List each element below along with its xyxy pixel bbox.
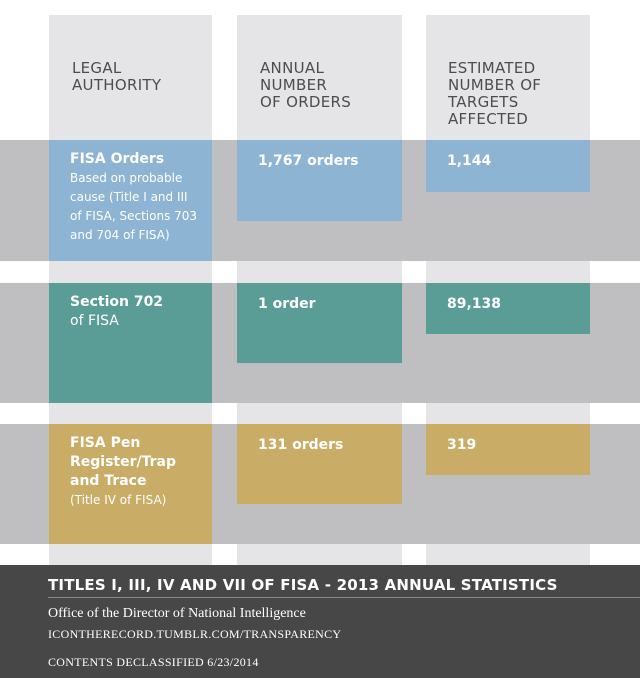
orders-value: 1 order (258, 296, 316, 312)
orders-cell-fisa-orders: 1,767 orders (237, 140, 402, 221)
header-estimated-targets-affected: ESTIMATED NUMBER OF TARGETS AFFECTED (448, 59, 542, 128)
legal-authority-subtitle: of FISA, Sections 703 (70, 209, 198, 223)
orders-cell-pen-register: 131 orders (237, 424, 402, 504)
orders-cell-section-702: 1 order (237, 283, 402, 363)
targets-value: 319 (447, 437, 477, 453)
targets-value: 1,144 (447, 153, 492, 169)
footer-office: Office of the Director of National Intel… (48, 606, 306, 621)
legal-authority-title: Section 702 (70, 294, 164, 310)
legal-authority-subtitle: Based on probable (70, 171, 183, 185)
legal-authority-title: Register/Trap (70, 454, 177, 470)
header-legal-authority: LEGAL AUTHORITY (72, 59, 162, 94)
targets-cell-section-702: 89,138 (426, 283, 590, 334)
orders-value: 1,767 orders (258, 153, 359, 169)
legal-authority-subtitle: of FISA (70, 313, 119, 329)
legal-authority-title: and Trace (70, 473, 147, 489)
footer-declassified: CONTENTS DECLASSIFIED 6/23/2014 (48, 655, 259, 669)
legal-authority-cell-fisa-orders: FISA Orders Based on probable cause (Tit… (49, 140, 212, 261)
targets-cell-pen-register: 319 (426, 424, 590, 475)
legal-authority-title: FISA Pen (70, 435, 141, 451)
legal-authority-subtitle: (Title IV of FISA) (70, 493, 167, 507)
legal-authority-title: FISA Orders (70, 151, 165, 167)
targets-cell-fisa-orders: 1,144 (426, 140, 590, 192)
legal-authority-cell-pen-register: FISA Pen Register/Trap and Trace (Title … (49, 424, 212, 544)
targets-value: 89,138 (447, 296, 502, 312)
footer-title: TITLES I, III, IV AND VII OF FISA - 2013… (48, 576, 558, 594)
header-annual-number-of-orders: ANNUAL NUMBER OF ORDERS (260, 59, 352, 111)
legal-authority-cell-section-702: Section 702 of FISA (49, 283, 212, 403)
footer (0, 565, 640, 678)
legal-authority-subtitle: and 704 of FISA) (70, 228, 170, 242)
footer-url: ICONTHERECORD.TUMBLR.COM/TRANSPARENCY (48, 627, 342, 641)
legal-authority-subtitle: cause (Title I and III (70, 190, 188, 204)
footer-divider (48, 597, 640, 598)
orders-value: 131 orders (258, 437, 344, 453)
